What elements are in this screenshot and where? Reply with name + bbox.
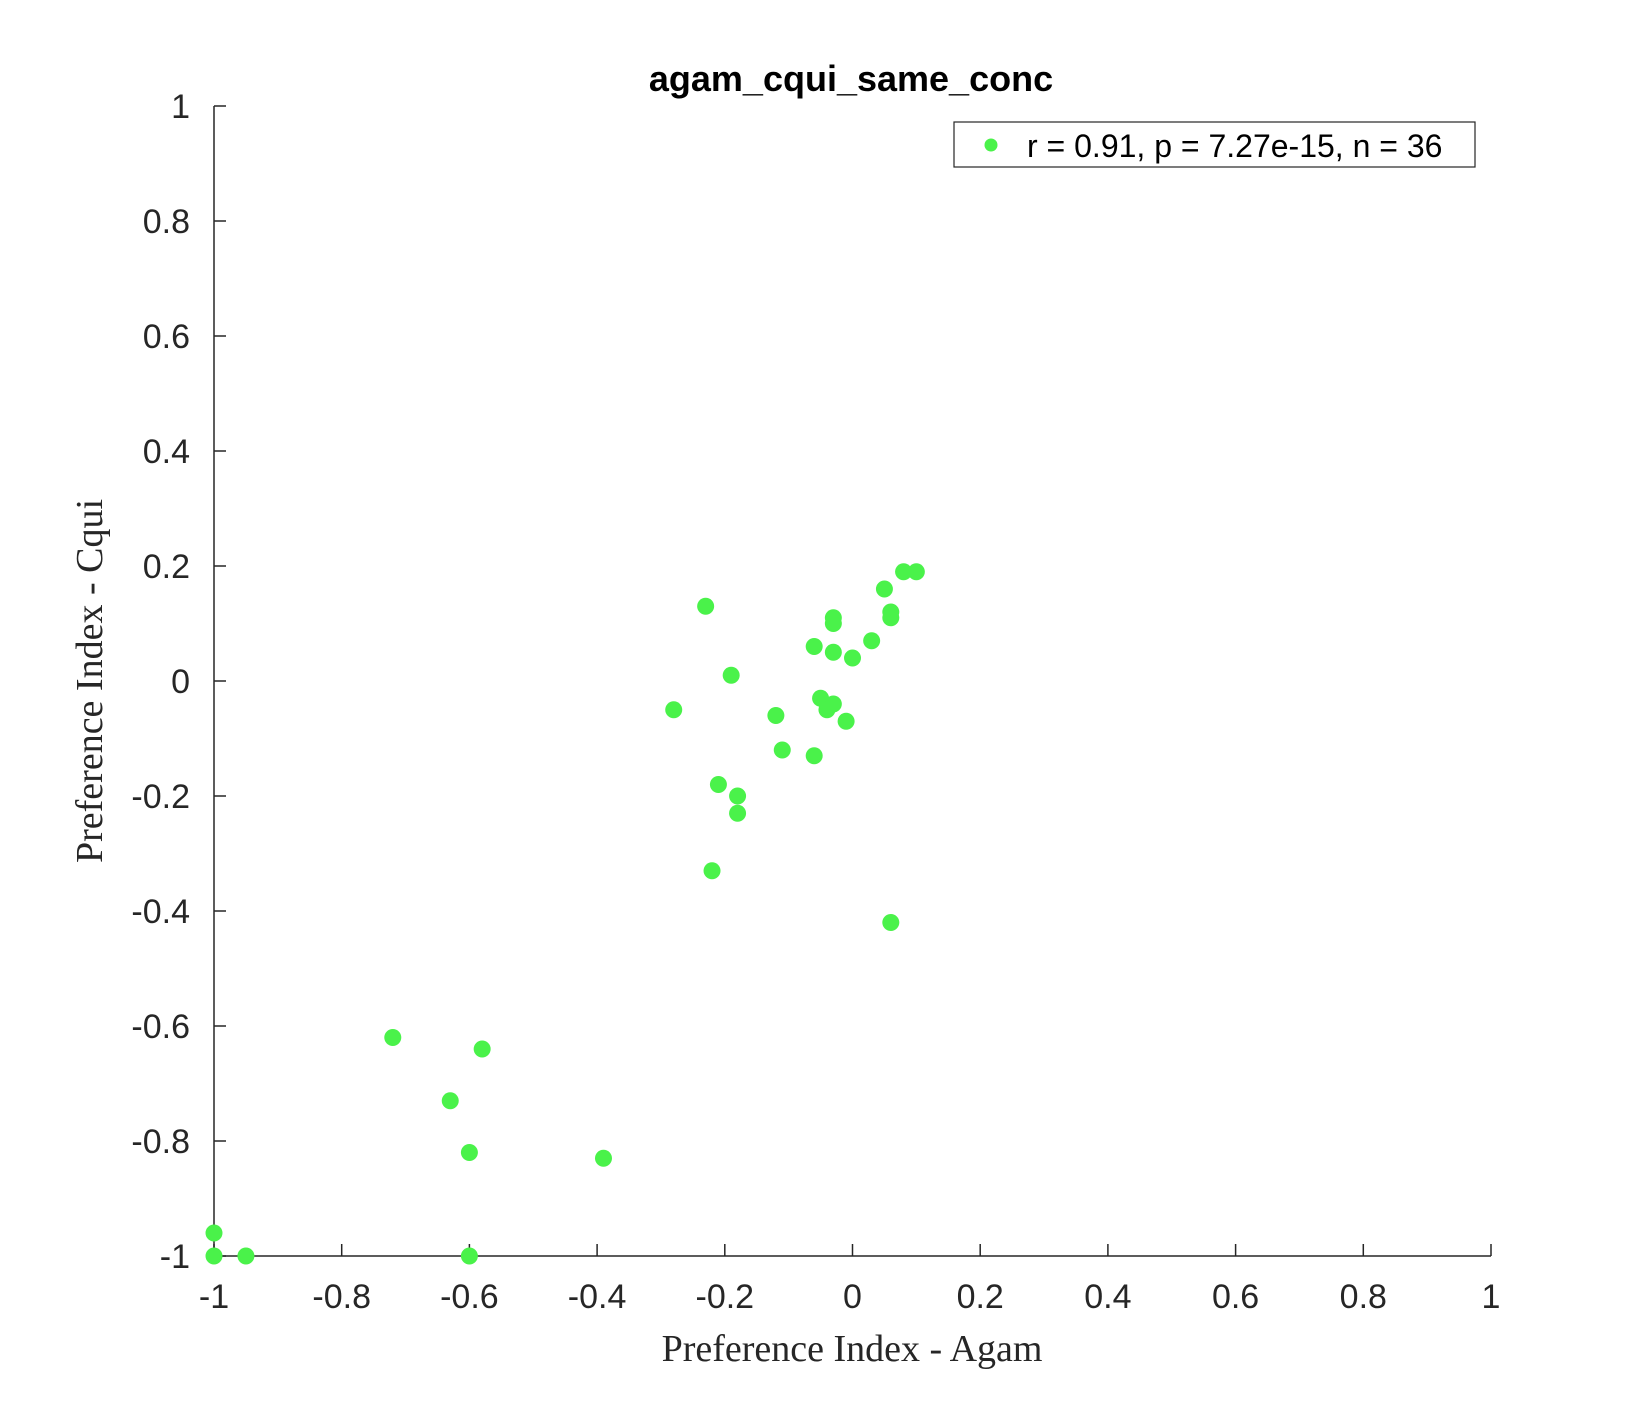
scatter-point — [205, 1247, 223, 1265]
scatter-point — [773, 741, 791, 759]
x-tick-label: 0.8 — [1340, 1278, 1387, 1316]
y-axis: -1 -0.8 -0.6 -0.4 -0.2 0 0.2 0.4 0.6 0.8 1 — [131, 88, 226, 1276]
legend-entry-label: r = 0.91, p = 7.27e-15, n = 36 — [1027, 128, 1442, 164]
scatter-point — [205, 1224, 223, 1242]
scatter-point — [824, 609, 842, 627]
scatter-point — [882, 914, 900, 931]
scatter-point — [722, 666, 740, 684]
scatter-point — [729, 787, 747, 805]
scatter-point — [863, 632, 881, 650]
y-tick-label: -0.2 — [131, 778, 190, 816]
legend: r = 0.91, p = 7.27e-15, n = 36 — [953, 121, 1476, 168]
y-tick-label: 0 — [171, 663, 190, 701]
scatter-point — [460, 1247, 478, 1265]
x-tick-label: 0.2 — [957, 1278, 1004, 1316]
y-tick-label: -0.4 — [131, 893, 190, 931]
x-tick-label: -0.2 — [696, 1278, 755, 1316]
scatter-point — [824, 695, 842, 713]
x-tick-label: -1 — [199, 1278, 229, 1316]
scatter-point — [384, 1029, 402, 1046]
x-tick-label: 0 — [843, 1278, 862, 1316]
scatter-point — [665, 701, 683, 719]
y-tick-label: -0.8 — [131, 1123, 190, 1161]
x-tick-label: -0.8 — [312, 1278, 371, 1316]
scatter-point — [875, 580, 893, 598]
scatter-point — [473, 1040, 491, 1058]
x-tick-label: -0.6 — [440, 1278, 499, 1316]
y-tick-label: -1 — [160, 1238, 190, 1276]
x-tick-label: 0.6 — [1212, 1278, 1259, 1316]
legend-marker — [984, 138, 998, 152]
scatter-point — [709, 776, 727, 793]
y-tick-label: 0.2 — [143, 548, 190, 586]
scatter-point — [824, 643, 842, 661]
scatter-point — [805, 747, 823, 765]
y-tick-label: 1 — [171, 88, 190, 126]
y-tick-label: -0.6 — [131, 1008, 190, 1046]
x-tick-label: 0.4 — [1084, 1278, 1131, 1316]
scatter-point — [237, 1247, 255, 1265]
scatter-point — [441, 1092, 459, 1110]
scatter-point — [895, 563, 913, 581]
chart-title: agam_cqui_same_conc — [649, 58, 1053, 99]
scatter-point — [697, 597, 715, 615]
x-axis-label: Preference Index - Agam — [662, 1328, 1043, 1370]
y-axis-label: Preference Index - Cqui — [69, 499, 111, 863]
legend-box — [953, 121, 1476, 168]
x-tick-label: 1 — [1482, 1278, 1501, 1316]
scatter-point — [703, 862, 721, 880]
x-axis: -1 -0.8 -0.6 -0.4 -0.2 0 0.2 0.4 0.6 0.8 1 — [199, 1244, 1501, 1316]
scatter-point — [882, 603, 900, 621]
scatter-point — [844, 649, 861, 667]
scatter-point — [729, 804, 747, 822]
y-tick-label: 0.8 — [143, 203, 190, 241]
scatter-point — [837, 712, 855, 730]
scatter-point — [767, 707, 785, 724]
data-points — [205, 563, 925, 1265]
scatter-point — [594, 1149, 612, 1167]
y-tick-label: 0.6 — [143, 318, 190, 356]
y-tick-label: 0.4 — [143, 433, 190, 471]
x-tick-label: -0.4 — [568, 1278, 627, 1316]
scatter-point — [907, 563, 925, 581]
scatter-point — [460, 1144, 478, 1161]
scatter-point — [805, 638, 823, 655]
